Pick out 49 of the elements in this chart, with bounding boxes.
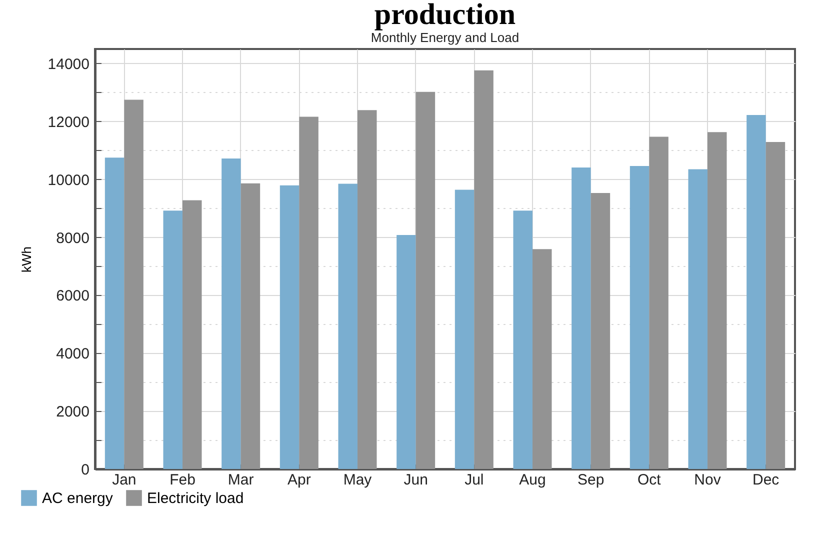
bar [474,70,494,469]
bar [532,249,552,469]
bar [299,116,318,469]
x-tick-label: Nov [694,472,722,488]
chart-subtitle: Monthly Energy and Load [370,30,520,45]
bar [338,184,358,469]
x-tick-label: Mar [228,472,254,488]
bar [182,200,202,469]
bar [572,167,591,469]
y-tick-label: 6000 [56,288,90,305]
x-tick-label: Jun [404,472,428,488]
bar [124,100,144,469]
y-tick-label: 10000 [48,172,90,189]
x-tick-label: Sep [577,472,604,488]
legend-label: AC energy [42,490,114,507]
y-tick-label: 14000 [48,56,90,73]
bar [280,185,300,469]
y-axis-title: kWh [18,246,34,272]
legend-label: Electricity load [147,490,244,507]
x-tick-label: Jul [464,472,484,488]
x-tick-label: Jan [112,472,136,488]
x-tick-label: Apr [287,472,311,488]
x-tick-label: May [343,472,372,488]
bar [513,210,532,469]
bar [688,169,708,469]
bar [649,136,668,469]
y-tick-label: 2000 [56,404,90,421]
bar [454,190,474,469]
bar [766,142,786,469]
x-tick-label: Aug [519,472,546,488]
bar [104,158,124,469]
bar [240,183,260,469]
bar [222,158,241,469]
y-tick-label: 8000 [56,230,90,247]
y-tick-label: 12000 [48,114,90,131]
x-tick-label: Dec [752,472,780,488]
bar [630,166,650,469]
x-tick-label: Feb [170,472,196,488]
y-tick-label: 4000 [56,346,90,363]
bar [163,210,182,469]
bar [396,234,416,469]
bar [590,192,610,469]
bar [708,132,727,469]
y-tick-label: 0 [81,462,90,478]
chart-title: production [374,0,516,31]
x-tick-label: Oct [637,472,662,488]
bar [358,110,377,469]
bar [746,115,766,469]
bar [416,92,436,469]
